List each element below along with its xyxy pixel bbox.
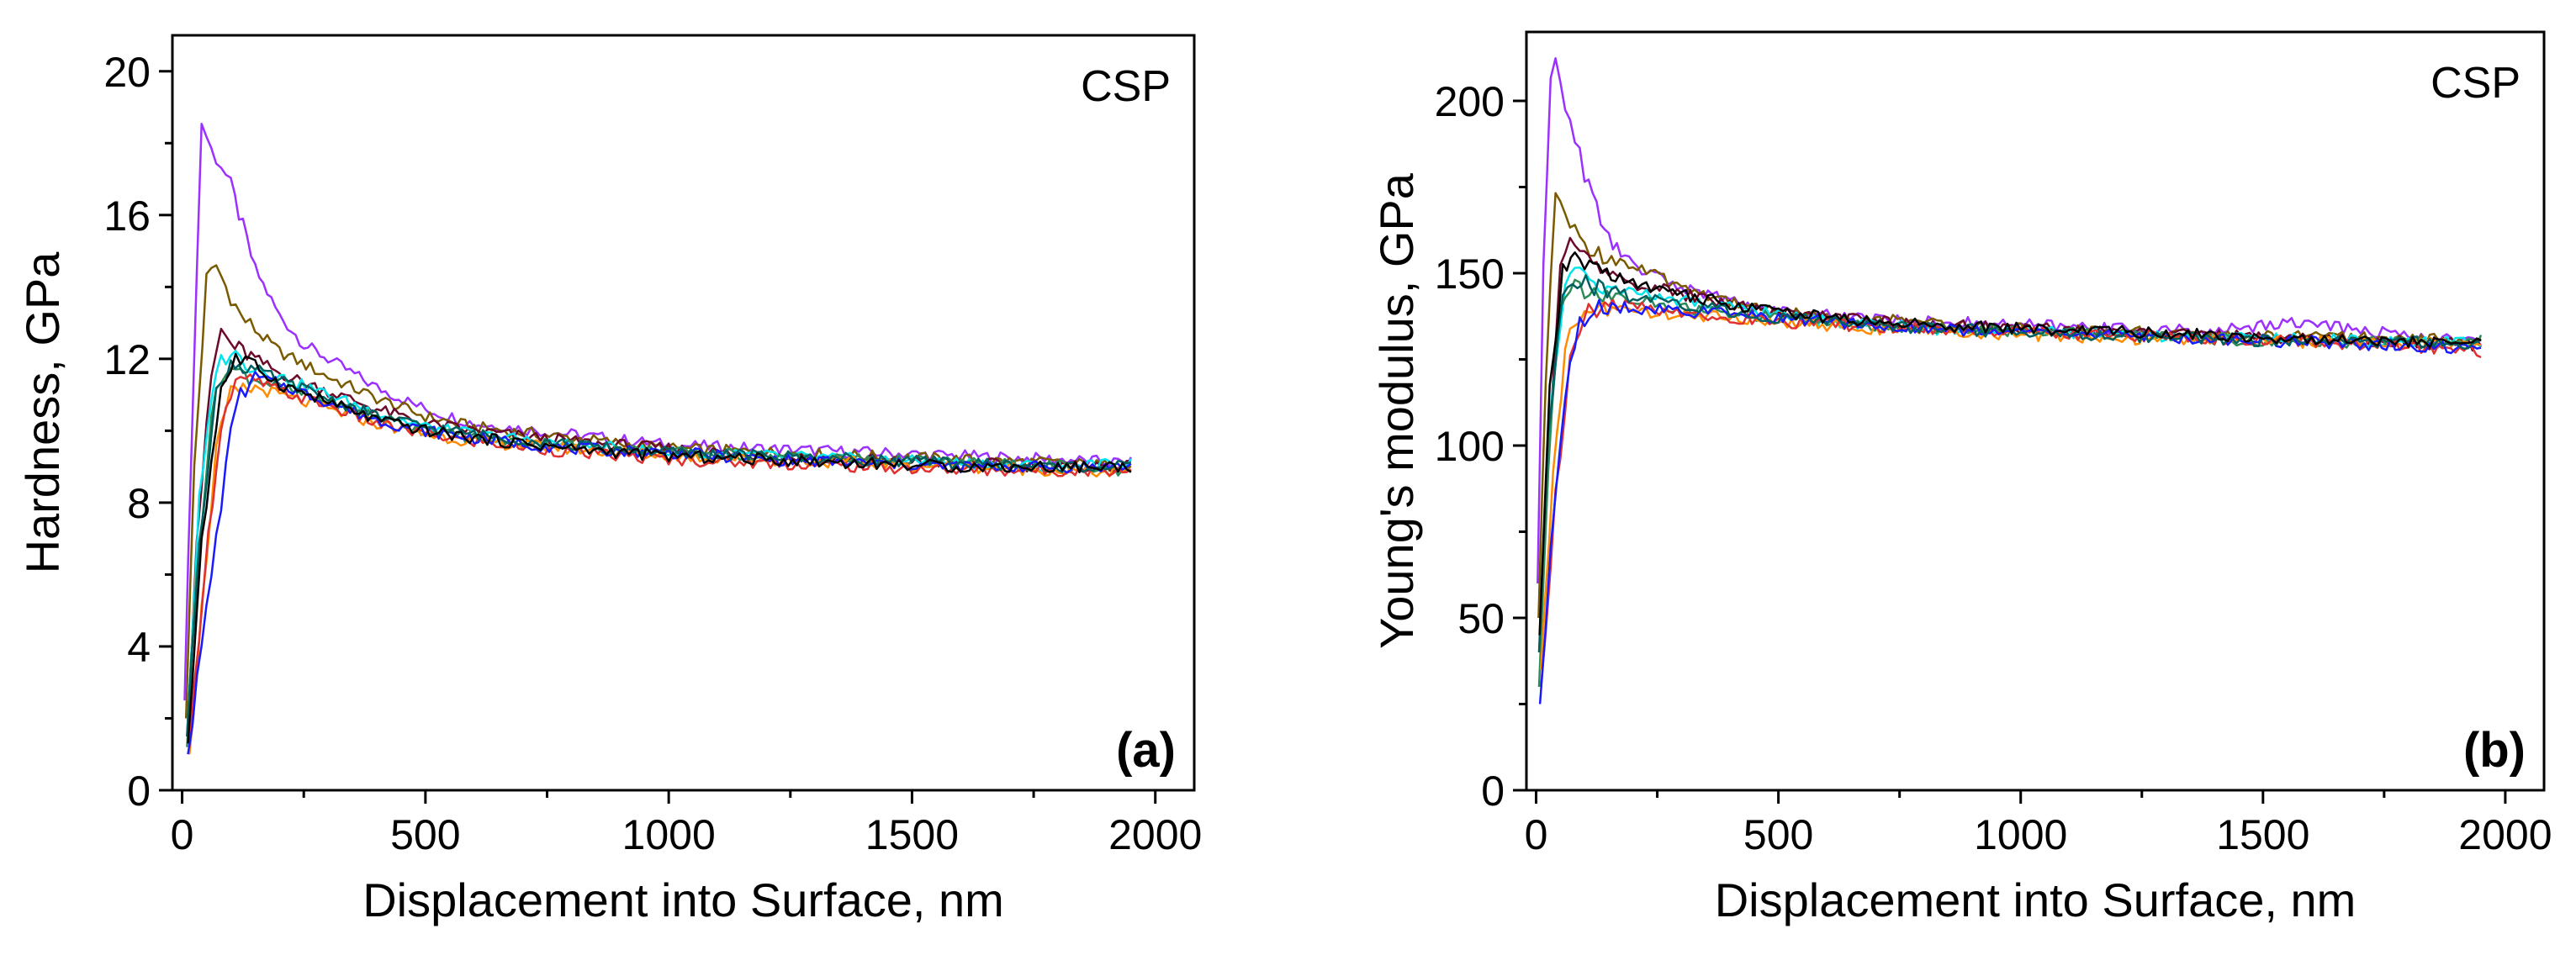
- panel-b-modulus-chart: 0 500 1000 1500 2000 0 50 100 150 200 Displacement…: [1370, 30, 2552, 926]
- x-tick-label: 1000: [1974, 811, 2067, 858]
- x-tick-label: 2000: [2458, 811, 2552, 858]
- series-line-4: [187, 350, 1132, 719]
- x-tick-label: 1500: [2216, 811, 2309, 858]
- series-line-8: [187, 371, 1132, 755]
- y-tick-label: 150: [1435, 251, 1505, 298]
- series-line-10: [187, 352, 1132, 744]
- y-tick-label: 12: [103, 336, 151, 383]
- x-tick-label: 500: [390, 811, 460, 858]
- x-axis-title: Displacement into Surface, nm: [1715, 873, 2356, 926]
- x-tick-label: 0: [171, 811, 194, 858]
- series-line-6: [1540, 301, 2482, 670]
- y-tick-label: 50: [1457, 595, 1505, 642]
- plot-frame: [171, 34, 1196, 792]
- y-tick-label: 8: [127, 480, 151, 527]
- y-tick-label: 200: [1435, 78, 1505, 125]
- x-tick-label: 500: [1743, 811, 1813, 858]
- series-line-2: [184, 264, 1132, 719]
- series-group: [1537, 57, 2483, 704]
- y-tick-label: 20: [103, 49, 151, 96]
- sample-label: CSP: [2431, 59, 2520, 108]
- y-axis-title: Hardness, GPa: [16, 251, 69, 574]
- series-line-10: [1538, 251, 2482, 636]
- series-line-8: [1538, 298, 2482, 704]
- y-tick-label: 100: [1435, 423, 1505, 470]
- series-line-2: [1537, 192, 2482, 619]
- series-line-7: [1540, 298, 2482, 688]
- series-line-9: [1537, 274, 2482, 653]
- y-axis-title: Young's modulus, GPa: [1370, 172, 1423, 649]
- x-tick-label: 2000: [1108, 811, 1202, 858]
- series-line-1: [1537, 57, 2483, 584]
- series-line-1: [183, 123, 1132, 701]
- y-tick-label: 16: [103, 193, 151, 240]
- x-tick-label: 0: [1525, 811, 1548, 858]
- series-line-5: [186, 367, 1132, 747]
- x-axis-title: Displacement into Surface, nm: [362, 873, 1004, 926]
- sample-label: CSP: [1081, 62, 1171, 111]
- series-group: [183, 123, 1132, 755]
- x-tick-label: 1000: [622, 811, 716, 858]
- y-tick-label: 0: [127, 768, 151, 815]
- y-tick-label: 0: [1481, 768, 1505, 815]
- plot-frame: [1525, 30, 2546, 792]
- y-tick-label: 4: [127, 624, 151, 671]
- panel-a-hardness-chart: 0 500 1000 1500 2000 0 4 8 12 16 20 Displacement in…: [16, 34, 1202, 926]
- panel-label: (a): [1116, 723, 1176, 778]
- series-line-7: [188, 373, 1132, 747]
- x-tick-label: 1500: [865, 811, 959, 858]
- panel-label: (b): [2463, 723, 2526, 778]
- series-line-3: [186, 327, 1131, 736]
- series-line-9: [186, 359, 1132, 736]
